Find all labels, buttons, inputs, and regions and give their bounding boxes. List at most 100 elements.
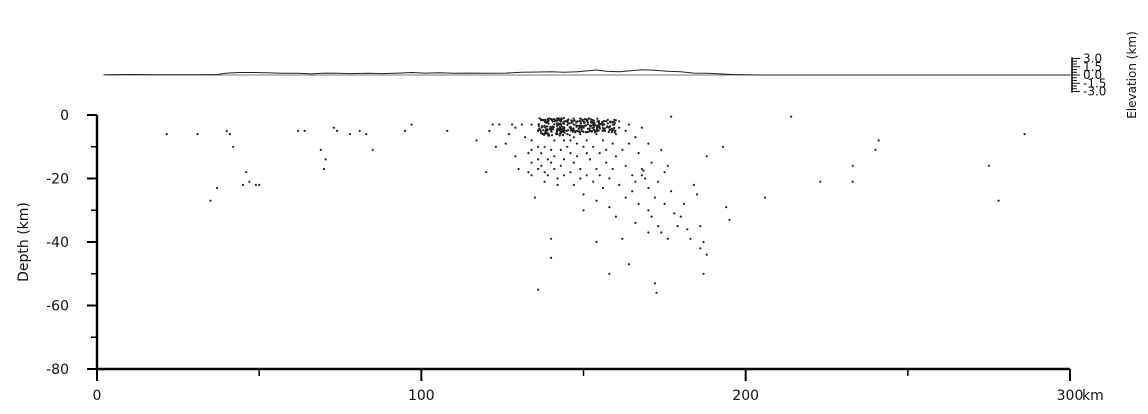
hypocenter-point bbox=[579, 122, 583, 125]
hypocenter-point bbox=[592, 145, 595, 148]
hypocenter-point bbox=[548, 128, 551, 131]
hypocenter-point bbox=[562, 174, 566, 177]
hypocenter-point bbox=[663, 171, 666, 174]
hypocenter-point bbox=[569, 152, 572, 155]
y-tick-label: -40 bbox=[46, 235, 69, 251]
hypocenter-point bbox=[601, 186, 605, 190]
x-tick-label: 200 bbox=[732, 388, 759, 404]
hypocenter-point bbox=[547, 119, 550, 122]
hypocenter-point bbox=[647, 209, 650, 212]
hypocenter-point bbox=[371, 148, 374, 151]
hypocenter-point bbox=[547, 132, 550, 135]
hypocenter-point bbox=[591, 121, 594, 124]
hypocenter-point bbox=[530, 161, 533, 164]
hypocenter-point bbox=[679, 215, 682, 218]
hypocenter-point bbox=[537, 145, 540, 148]
hypocenter-point bbox=[592, 119, 596, 122]
hypocenter-point bbox=[609, 121, 612, 124]
hypocenter-point bbox=[579, 117, 582, 120]
hypocenter-point bbox=[728, 218, 731, 221]
y-tick-label: -20 bbox=[46, 172, 69, 188]
hypocenter-point bbox=[582, 145, 585, 148]
hypocenter-point bbox=[605, 120, 608, 123]
hypocenter-point bbox=[543, 145, 546, 148]
hypocenter-point bbox=[258, 183, 261, 186]
hypocenter-point bbox=[365, 133, 368, 136]
hypocenter-point bbox=[410, 123, 413, 126]
hypocenter-point bbox=[586, 127, 590, 130]
hypocenter-point bbox=[553, 123, 556, 126]
hypocenter-point bbox=[555, 130, 558, 133]
hypocenter-point bbox=[657, 225, 660, 228]
hypocenter-point bbox=[851, 164, 854, 167]
hypocenter-point bbox=[877, 139, 880, 142]
hypocenter-point bbox=[562, 117, 566, 120]
hypocenter-point bbox=[575, 155, 579, 158]
hypocenter-point bbox=[666, 237, 669, 240]
hypocenter-point bbox=[611, 142, 614, 145]
hypocenter-point bbox=[524, 136, 527, 139]
hypocenter-point bbox=[660, 231, 663, 234]
hypocenter-point bbox=[647, 231, 650, 234]
hypocenter-point bbox=[559, 131, 563, 134]
hypocenter-point bbox=[634, 180, 637, 183]
elevation-tick-label: -3.0 bbox=[1083, 85, 1106, 99]
hypocenter-point bbox=[598, 174, 601, 177]
y-tick-label: 0 bbox=[60, 108, 69, 124]
hypocenter-point bbox=[548, 134, 551, 137]
hypocenter-point bbox=[517, 167, 520, 171]
hypocenter-point bbox=[594, 131, 597, 134]
elevation-tick-label: 1.5 bbox=[1083, 60, 1102, 74]
hypocenter-point bbox=[647, 186, 650, 190]
hypocenter-point bbox=[569, 171, 572, 174]
hypocenter-point bbox=[624, 129, 627, 132]
hypocenter-point bbox=[550, 126, 553, 129]
hypocenter-point bbox=[655, 291, 658, 294]
hypocenter-point bbox=[533, 196, 537, 199]
hypocenter-point bbox=[627, 142, 631, 145]
hypocenter-point bbox=[562, 122, 565, 125]
hypocenter-point bbox=[614, 215, 618, 218]
hypocenter-point bbox=[582, 125, 585, 128]
hypocenter-point bbox=[555, 132, 558, 135]
hypocenter-point bbox=[631, 190, 634, 193]
elevation-profile-line bbox=[103, 69, 1070, 76]
hypocenter-point bbox=[303, 129, 306, 132]
hypocenter-point bbox=[543, 133, 546, 136]
hypocenter-point bbox=[601, 129, 604, 132]
hypocenter-point bbox=[614, 119, 617, 122]
hypocenter-point bbox=[539, 128, 542, 131]
hypocenter-point bbox=[1023, 133, 1026, 136]
hypocenter-point bbox=[544, 126, 547, 129]
hypocenter-point bbox=[569, 129, 573, 132]
hypocenter-point bbox=[650, 161, 653, 164]
hypocenter-point bbox=[596, 117, 599, 120]
hypocenter-point bbox=[608, 206, 611, 209]
hypocenter-point bbox=[546, 158, 549, 161]
elevation-axis-title: Elevation (km) bbox=[1125, 31, 1139, 119]
hypocenter-point bbox=[556, 124, 559, 128]
hypocenter-point bbox=[569, 139, 572, 142]
hypocenter-point bbox=[596, 129, 600, 132]
hypocenter-point bbox=[579, 177, 582, 180]
hypocenter-point bbox=[544, 131, 547, 134]
hypocenter-point bbox=[565, 129, 568, 132]
hypocenter-point bbox=[550, 148, 553, 151]
hypocenter-point bbox=[682, 202, 686, 205]
hypocenter-point bbox=[572, 136, 575, 139]
hypocenter-point bbox=[551, 134, 554, 137]
hypocenter-point bbox=[673, 212, 676, 215]
hypocenter-point bbox=[699, 247, 702, 250]
hypocenter-point bbox=[550, 161, 553, 164]
hypocenter-point bbox=[705, 253, 708, 256]
hypocenter-point bbox=[580, 129, 583, 132]
hypocenter-point bbox=[634, 136, 637, 139]
hypocenter-point bbox=[530, 139, 533, 142]
hypocenter-point bbox=[607, 131, 610, 134]
hypocenter-point bbox=[550, 256, 553, 259]
hypocenter-point bbox=[196, 133, 199, 136]
hypocenter-point bbox=[590, 124, 593, 127]
x-tick-label: 0 bbox=[93, 388, 102, 404]
hypocenter-point bbox=[556, 127, 560, 130]
hypocenter-point bbox=[586, 131, 590, 134]
